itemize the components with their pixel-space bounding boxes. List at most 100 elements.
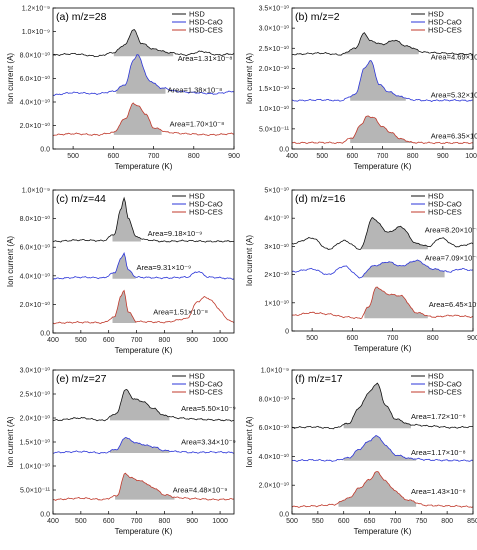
y-axis-label: Ion current (A) [245,53,254,104]
y-tick-label: 2.0×10⁻¹⁰ [20,122,51,130]
area-fill-hsd-ces [364,287,428,319]
y-tick-label: 1.0×10⁻¹⁰ [20,463,51,471]
area-fill-hsd-cao [112,253,136,279]
legend-entry: HSD-CES [189,388,223,397]
area-fill-hsd-cao [343,435,417,461]
series-line-hsd [291,382,474,430]
y-tick-label: 1.2×10⁻⁹ [22,6,50,13]
y-tick-label: 8.0×10⁻¹⁰ [20,215,51,223]
panel-title: (d) m/z=16 [295,193,346,205]
y-tick-label: 4×10⁻¹⁰ [264,215,289,223]
y-tick-label: 8.0×10⁻¹⁰ [259,395,290,403]
x-tick-label: 600 [103,337,115,344]
legend-entry: HSD [428,10,444,19]
y-tick-label: 1.0×10⁻⁹ [22,29,50,36]
x-tick-label: 600 [107,153,119,160]
x-tick-label: 700 [377,153,389,160]
series-line-hsd-cao [291,435,474,462]
x-tick-label: 700 [131,518,143,525]
y-axis-label: Ion current (A) [6,236,15,287]
series-line-hsd [291,32,473,56]
area-fill-hsd-cao [350,60,406,101]
series-line-hsd-cao [52,437,235,455]
series-line-hsd-ces [291,471,474,508]
series-line-hsd-ces [52,102,235,137]
area-annotation: Area=9.18×10⁻⁹ [148,229,203,238]
area-fill-hsd-cao [116,54,166,94]
y-tick-label: 8.0×10⁻¹⁰ [20,52,51,60]
x-tick-label: 850 [467,518,477,525]
x-tick-label: 400 [47,518,59,525]
legend-entry: HSD [189,10,205,19]
y-tick-label: 1.0×10⁻¹⁰ [259,105,290,113]
x-tick-label: 700 [387,335,399,342]
y-tick-label: 6.0×10⁻¹⁰ [20,75,51,83]
x-tick-label: 600 [346,153,358,160]
x-tick-label: 650 [364,518,376,525]
y-tick-label: 0.0 [279,512,289,519]
y-tick-label: 5.0×10⁻¹¹ [20,488,51,495]
area-annotation: Area=1.17×10⁻⁸ [411,448,466,457]
panel-title: (a) m/z=28 [56,11,107,23]
area-annotation: Area=9.31×10⁻⁹ [137,263,192,272]
area-fill-hsd [113,29,174,57]
x-axis-label: Temperature (K) [115,527,173,536]
panel-title: (e) m/z=27 [56,373,107,385]
chart-panel-5: 400 500 600 700 800 900 1000 0.0 5.0×10⁻¹¹ 1.0×10… [6,367,236,537]
area-annotation: Area=1.70×10⁻⁸ [170,120,225,129]
panel-title: (c) m/z=44 [56,193,106,205]
x-tick-label: 1000 [465,153,477,160]
y-tick-label: 1.5×10⁻¹⁰ [259,85,290,93]
y-tick-label: 2.5×10⁻¹⁰ [259,45,290,53]
legend-entry: HSD-CaO [428,200,462,209]
y-tick-label: 2×10⁻¹⁰ [264,271,289,279]
x-tick-label: 500 [316,153,328,160]
legend-entry: HSD-CES [428,26,462,35]
legend-entry: HSD [428,192,444,201]
x-tick-label: 600 [346,335,358,342]
area-fill-hsd-ces [113,102,162,135]
y-tick-label: 0.0 [40,331,50,338]
x-tick-label: 900 [186,518,198,525]
x-tick-label: 1000 [212,518,228,525]
legend-entry: HSD-CaO [428,18,462,27]
series-line-hsd-ces [52,289,235,325]
x-axis-label: Temperature (K) [354,344,412,353]
area-fill-hsd [109,389,170,421]
y-tick-label: 0.0 [279,147,289,154]
series-line-hsd-cao [291,60,474,102]
plot-frame [52,189,235,334]
area-annotation: Area=3.34×10⁻⁹ [181,437,236,446]
legend-entry: HSD-CES [189,26,223,35]
chart-panel-1: 500 600 700 800 900 0.0 2.0×10⁻¹⁰ 4.0×10⁻¹⁰ 6.0×… [6,6,240,172]
x-tick-label: 700 [131,337,143,344]
x-tick-label: 500 [67,153,79,160]
x-axis-label: Temperature (K) [115,162,173,171]
legend-entry: HSD-CES [428,208,462,217]
x-axis-label: Temperature (K) [354,527,412,536]
area-annotation: Area=6.35×10⁻⁹ [431,132,477,141]
area-fill-hsd-cao [360,259,445,278]
chart-panel-6: 500 550 600 650 700 750 800 850 0.0 2.0×10⁻¹⁰ 4.0×… [245,368,477,537]
area-fill-hsd [112,198,141,242]
y-tick-label: 5×10⁻¹⁰ [264,187,289,195]
y-tick-label: 0.0 [40,147,50,154]
y-axis-label: Ion current (A) [6,416,15,467]
x-tick-label: 550 [312,518,324,525]
x-tick-label: 400 [286,153,298,160]
area-annotation: Area=6.45×10⁻⁹ [429,300,477,309]
y-tick-label: 1.0×10⁻⁹ [261,368,289,375]
x-tick-label: 700 [390,518,402,525]
y-tick-label: 3.0×10⁻¹⁰ [259,25,290,33]
x-axis-label: Temperature (K) [354,162,412,171]
y-tick-label: 3.0×10⁻¹⁰ [20,367,51,375]
x-tick-label: 900 [437,153,449,160]
y-axis-label: Ion current (A) [245,235,254,286]
series-line-hsd-cao [291,259,474,279]
area-fill-hsd-ces [112,290,136,323]
series-line-hsd [291,216,474,250]
series-line-hsd-cao [52,252,235,280]
y-tick-label: 0.0 [40,512,50,519]
area-annotation: Area=1.51×10⁻⁸ [153,307,208,316]
